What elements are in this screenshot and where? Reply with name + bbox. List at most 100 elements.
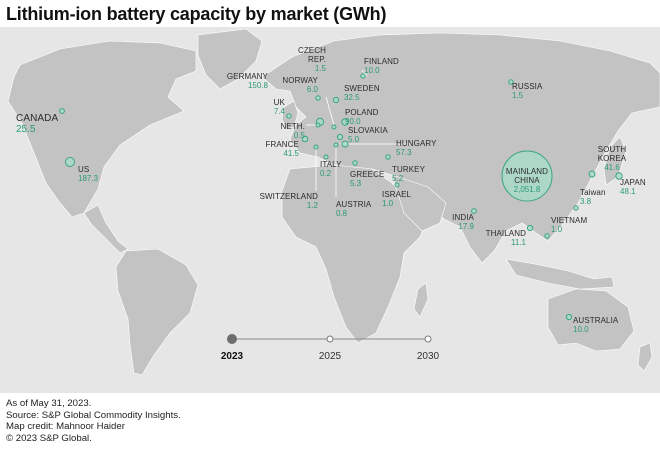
timeline-dot-2030[interactable] bbox=[424, 335, 432, 343]
marker-china[interactable] bbox=[501, 150, 553, 202]
marker-india[interactable] bbox=[471, 208, 477, 214]
timeline-dot-2025[interactable] bbox=[326, 335, 334, 343]
label-germany-value: 150.8 bbox=[248, 81, 269, 90]
marker-japan[interactable] bbox=[615, 172, 623, 180]
label-japan-value: 48.1 bbox=[620, 187, 636, 196]
label-hungary-name: HUNGARY bbox=[396, 139, 437, 148]
footer-credit: Map credit: Mahnoor Haider bbox=[6, 421, 125, 433]
label-south-korea-value: 41.6 bbox=[604, 163, 620, 172]
label-thailand-value: 11.1 bbox=[511, 238, 527, 247]
label-finland-value: 10.0 bbox=[364, 66, 380, 75]
label-austria-name: AUSTRIA bbox=[336, 200, 372, 209]
marker-greece[interactable] bbox=[352, 160, 358, 166]
marker-vietnam[interactable] bbox=[544, 233, 550, 239]
timeline-label-2025[interactable]: 2025 bbox=[319, 351, 342, 362]
label-australia-value: 10.0 bbox=[573, 325, 589, 334]
year-timeline: 2023 2025 2030 bbox=[221, 334, 440, 362]
marker-france[interactable] bbox=[301, 135, 309, 143]
marker-us[interactable] bbox=[65, 157, 75, 167]
leader-lines bbox=[306, 69, 410, 197]
marker-thailand[interactable] bbox=[526, 224, 534, 232]
label-uk-name: UK bbox=[274, 98, 286, 107]
land-new-zealand bbox=[637, 342, 653, 372]
leader-line-finland bbox=[361, 69, 368, 77]
label-france-name: FRANCE bbox=[266, 140, 300, 149]
label-thailand-name: THAILAND bbox=[486, 229, 526, 238]
label-poland-name: POLAND bbox=[345, 108, 379, 117]
map-title: Lithium-ion battery capacity by market (… bbox=[6, 4, 387, 24]
label-south-korea-name: SOUTH KOREA bbox=[598, 145, 627, 163]
marker-taiwan[interactable] bbox=[573, 205, 579, 211]
label-poland-value: 90.0 bbox=[345, 117, 361, 126]
timeline-label-2023[interactable]: 2023 bbox=[221, 351, 244, 362]
marker-poland[interactable] bbox=[341, 118, 349, 126]
marker-uk[interactable] bbox=[286, 113, 292, 119]
label-sweden-name: SWEDEN bbox=[344, 84, 380, 93]
marker-norway[interactable] bbox=[315, 95, 321, 101]
footer-asof: As of May 31, 2023. bbox=[6, 398, 92, 409]
marker-canada[interactable] bbox=[59, 108, 65, 114]
label-slovakia-name: SLOVAKIA bbox=[348, 126, 388, 135]
label-greece-name: GREECE bbox=[350, 170, 384, 179]
land-south-america bbox=[115, 248, 199, 376]
marker-austria[interactable] bbox=[333, 142, 339, 148]
marker-slovakia[interactable] bbox=[336, 133, 344, 141]
label-russia-name: RUSSIA bbox=[512, 82, 543, 91]
timeline-dot-2023[interactable] bbox=[227, 334, 237, 344]
label-vietnam-value: 1.0 bbox=[551, 225, 563, 234]
label-neth-name: NETH. bbox=[281, 122, 306, 131]
land-indonesia bbox=[505, 258, 615, 290]
marker-russia[interactable] bbox=[508, 79, 514, 85]
land-greenland bbox=[197, 28, 263, 90]
leader-line-czech bbox=[325, 96, 335, 126]
label-canada-name: CANADA bbox=[16, 113, 59, 124]
marker-sweden[interactable] bbox=[332, 96, 340, 104]
label-switzerland-name: SWITZERLAND bbox=[260, 192, 319, 201]
label-taiwan-name: Taiwan bbox=[580, 188, 606, 197]
footer-copyright: © 2023 S&P Global. bbox=[6, 432, 92, 444]
marker-neth[interactable] bbox=[315, 122, 321, 128]
label-japan-name: JAPAN bbox=[620, 178, 646, 187]
marker-australia[interactable] bbox=[565, 313, 573, 321]
marker-switzerland[interactable] bbox=[313, 144, 319, 150]
marker-hungary[interactable] bbox=[341, 140, 349, 148]
label-neth-value: 0.5 bbox=[294, 131, 306, 140]
label-china-value: 2,051.8 bbox=[514, 185, 541, 194]
label-australia-name: AUSTRALIA bbox=[573, 316, 619, 325]
marker-czech[interactable] bbox=[331, 124, 337, 130]
label-china-name: MAINLAND CHINA bbox=[506, 167, 548, 185]
land-north-america bbox=[7, 40, 197, 218]
label-norway-name: NORWAY bbox=[282, 76, 318, 85]
label-uk-value: 7.4 bbox=[274, 107, 286, 116]
label-us-value: 187.3 bbox=[78, 174, 99, 183]
land-africa bbox=[281, 164, 427, 344]
label-israel-name: ISRAEL bbox=[382, 190, 412, 199]
marker-south-korea[interactable] bbox=[588, 170, 596, 178]
land-eurasia bbox=[261, 32, 660, 264]
label-greece-value: 5.3 bbox=[350, 179, 362, 188]
label-turkey-name: TURKEY bbox=[392, 165, 426, 174]
marker-finland[interactable] bbox=[360, 73, 366, 79]
land-madagascar bbox=[413, 282, 429, 318]
label-switzerland-value: 1.2 bbox=[307, 201, 319, 210]
label-czech-value: 1.5 bbox=[315, 64, 327, 73]
marker-israel[interactable] bbox=[394, 182, 400, 188]
marker-turkey[interactable] bbox=[385, 154, 391, 160]
label-sweden-value: 32.5 bbox=[344, 93, 360, 102]
label-italy-value: 0.2 bbox=[320, 169, 332, 178]
marker-italy[interactable] bbox=[323, 154, 329, 160]
landmasses bbox=[7, 28, 660, 376]
label-hungary-value: 57.3 bbox=[396, 148, 412, 157]
label-russia-value: 1.5 bbox=[512, 91, 524, 100]
label-czech-name: CZECH REP. bbox=[298, 46, 326, 64]
land-central-america bbox=[83, 204, 129, 254]
land-australia bbox=[547, 288, 635, 352]
land-arabia bbox=[391, 174, 447, 232]
timeline-label-2030[interactable]: 2030 bbox=[417, 351, 440, 362]
label-taiwan-value: 3.8 bbox=[580, 197, 592, 206]
label-france-value: 41.5 bbox=[283, 149, 299, 158]
label-vietnam-name: VIETNAM bbox=[551, 216, 587, 225]
label-finland-name: FINLAND bbox=[364, 57, 399, 66]
